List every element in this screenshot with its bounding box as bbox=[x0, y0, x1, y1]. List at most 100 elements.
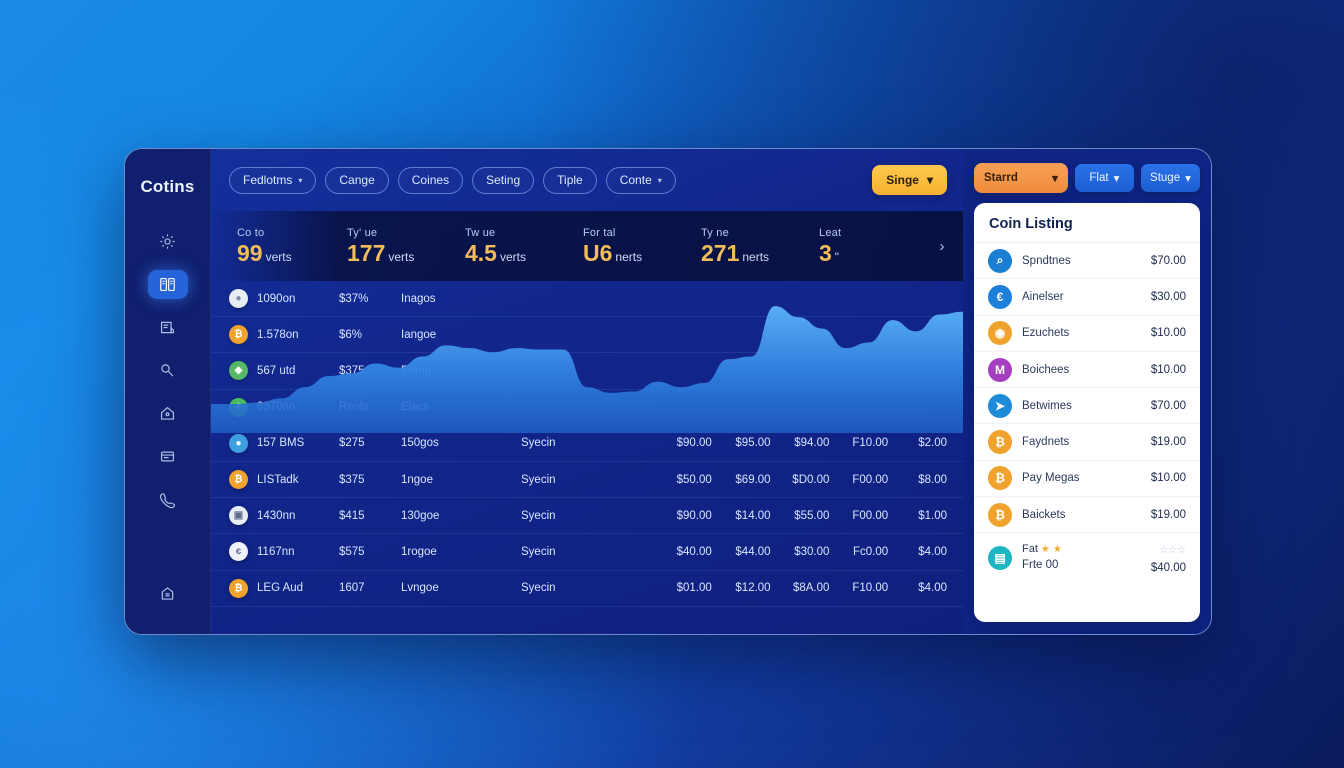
table-cell-coin: ₿ LISTadk bbox=[229, 470, 339, 490]
table-row[interactable]: ▣ 1430nn $415 130goe Syecin $90.00 $14.00 $55.0… bbox=[211, 498, 963, 535]
table-cell-n2: $12.00 bbox=[735, 582, 771, 595]
stat-card-0[interactable]: Co to 99 verts bbox=[229, 227, 339, 265]
table-cell-n3: $94.00 bbox=[794, 437, 830, 450]
list-item[interactable]: ₿ Pay Megas $10.00 bbox=[974, 461, 1200, 498]
bank-home-icon bbox=[161, 587, 174, 600]
table-cell-b: 130goe bbox=[401, 509, 440, 522]
list-item[interactable]: ◉ Ezuchets $10.00 bbox=[974, 316, 1200, 352]
stat-card-3[interactable]: For tal U6 nerts bbox=[575, 227, 693, 265]
table-row[interactable]: ● 157 BMS $275 150gos Syecin $90.00 $95.00 $94.… bbox=[211, 426, 963, 462]
sidebar-item-home[interactable] bbox=[148, 399, 188, 428]
table-cell-n1: $50.00 bbox=[676, 473, 712, 486]
table-row[interactable]: ● 1090on $37% Inagos bbox=[211, 281, 963, 318]
stats-next-arrow-icon[interactable]: › bbox=[939, 237, 945, 255]
table-cell-a: $275 bbox=[339, 437, 365, 450]
list-item-price: $70.00 bbox=[1150, 254, 1186, 267]
list-item[interactable]: ⌕ Spndtnes $70.00 bbox=[974, 243, 1200, 280]
stat-number: 271 bbox=[701, 240, 740, 266]
list-item-name: Boichees bbox=[1022, 363, 1070, 376]
bitcoin-icon: ₿ bbox=[988, 466, 1012, 491]
table-cell-coin: є 1167nn bbox=[229, 542, 339, 562]
singe-dropdown-button[interactable]: Singe ▾ bbox=[872, 165, 947, 195]
toolbar-pill-tiple[interactable]: Tiple bbox=[543, 166, 597, 194]
stat-number: 4.5 bbox=[465, 240, 497, 266]
starrd-dropdown-button[interactable]: Starrd ▾ bbox=[974, 163, 1068, 193]
stat-label: For tal bbox=[583, 227, 616, 239]
list-item-price: $19.00 bbox=[1150, 436, 1186, 449]
list-item[interactable]: M Boichees $10.00 bbox=[974, 352, 1200, 389]
sidebar-nav bbox=[125, 227, 210, 514]
table-cell-a: Reols bbox=[339, 401, 369, 414]
button-label: Starrd bbox=[984, 172, 1018, 184]
brand-logo: Cotins bbox=[140, 177, 195, 196]
chevron-down-icon: ▾ bbox=[1113, 173, 1120, 185]
button-label: Flat bbox=[1089, 172, 1109, 184]
table-cell-n5: $8.00 bbox=[918, 473, 947, 486]
stat-card-4[interactable]: Ty ne 271 nerts bbox=[693, 227, 811, 265]
sidebar-item-list[interactable] bbox=[148, 442, 188, 471]
chevron-down-icon: ▾ bbox=[926, 173, 933, 187]
table-cell-n4: F00.00 bbox=[852, 473, 889, 486]
list-item-name: Faydnets bbox=[1022, 436, 1070, 449]
sidebar-item-dashboard[interactable] bbox=[147, 270, 188, 299]
table-row[interactable]: ₿ 1.578on $6% Iangoe bbox=[211, 317, 963, 354]
featured-price-stack: ☆☆☆ $40.00 bbox=[1151, 540, 1186, 576]
sidebar-item-settings[interactable] bbox=[148, 227, 188, 256]
table-cell-n2: $69.00 bbox=[735, 473, 771, 486]
document-icon bbox=[160, 321, 175, 334]
table-cell-a: $415 bbox=[339, 509, 365, 522]
list-item[interactable]: ₿ Baickets $19.00 bbox=[974, 497, 1200, 534]
sidebar-item-documents[interactable] bbox=[148, 313, 188, 342]
stat-unit: nerts bbox=[742, 250, 770, 264]
table-cell-c: Syecin bbox=[521, 582, 556, 595]
table-row[interactable]: є 1167nn $575 1rogoe Syecin $40.00 $44.00 $30.0… bbox=[211, 534, 963, 571]
stat-number: 3 bbox=[819, 240, 832, 266]
table-cell-coin: ● 1090on bbox=[229, 289, 339, 309]
stat-unit: verts bbox=[499, 250, 526, 264]
toolbar-pill-cange[interactable]: Cange bbox=[325, 166, 389, 194]
table-row[interactable]: ✦ 8370nn Reols Elacs bbox=[211, 390, 963, 426]
stat-value: 271 nerts bbox=[701, 242, 811, 265]
chevron-down-icon: ▾ bbox=[1052, 173, 1058, 185]
sidebar-item-bank[interactable] bbox=[148, 579, 188, 608]
list-item[interactable]: € Ainelser $30.00 bbox=[974, 279, 1200, 316]
list-item-price: $10.00 bbox=[1150, 327, 1186, 340]
pill-label: Cange bbox=[339, 173, 375, 187]
stat-card-5[interactable]: Leat 3 " bbox=[811, 227, 929, 265]
sidebar: Cotins bbox=[125, 149, 211, 634]
list-item-name: Pay Megas bbox=[1022, 472, 1080, 485]
table-cell-a: $375 bbox=[339, 364, 365, 377]
table-row[interactable]: ₿ LISTadk $375 1ngoe Syecin $50.00 $69.00 $D0.0… bbox=[211, 462, 963, 499]
list-item[interactable]: ₿ Faydnets $19.00 bbox=[974, 424, 1200, 461]
pill-label: Seting bbox=[486, 173, 521, 187]
stat-label: Tw ue bbox=[465, 227, 496, 239]
stat-value: 177 verts bbox=[347, 242, 457, 265]
table-cell-n4: F10.00 bbox=[852, 582, 889, 595]
table-row[interactable]: ◆ 567 utd $375 Frang bbox=[211, 353, 963, 390]
search-icon: ⌕ bbox=[988, 248, 1012, 273]
list-item-featured[interactable]: ▤ Fat ★ ★ Frte 00 ☆☆☆ $40.00 bbox=[974, 533, 1200, 583]
stat-card-1[interactable]: Ty' ue 177 verts bbox=[339, 227, 457, 265]
toolbar-pill-coines[interactable]: Coines bbox=[397, 166, 464, 194]
list-item-price: $30.00 bbox=[1150, 290, 1186, 303]
list-item[interactable]: ➤ Betwimes $70.00 bbox=[974, 388, 1200, 425]
right-panel-actions: Starrd ▾ Flat ▾ Stuge ▾ bbox=[974, 163, 1200, 193]
table-cell-coin: ₿ 1.578on bbox=[229, 325, 339, 345]
table-row[interactable]: ₿ LEG Aud 1607 Lvngoe Syecin $01.00 $12.00 $8A.… bbox=[211, 571, 963, 607]
sidebar-item-phone[interactable] bbox=[148, 485, 188, 514]
rocket-icon: ➤ bbox=[988, 393, 1012, 418]
flat-dropdown-button[interactable]: Flat ▾ bbox=[1074, 164, 1134, 192]
toolbar-pill-conte[interactable]: Conte ▾ bbox=[605, 166, 676, 194]
toolbar-pill-fedlotms[interactable]: Fedlotms ▾ bbox=[229, 166, 317, 194]
stat-card-2[interactable]: Tw ue 4.5 verts bbox=[457, 227, 575, 265]
stuge-dropdown-button[interactable]: Stuge ▾ bbox=[1140, 164, 1200, 192]
table-cell-n5: $4.00 bbox=[918, 545, 947, 558]
stat-unit: verts bbox=[265, 250, 292, 264]
sidebar-item-search[interactable] bbox=[148, 356, 188, 385]
coin-icon: ₿ bbox=[229, 470, 248, 490]
coin-icon: ₿ bbox=[229, 325, 248, 345]
toolbar-pill-seting[interactable]: Seting bbox=[472, 166, 535, 194]
bitcoin-icon: ₿ bbox=[988, 430, 1012, 455]
table-cell-c: Syecin bbox=[521, 545, 556, 558]
featured-title: Fat ★ ★ bbox=[1022, 543, 1062, 556]
